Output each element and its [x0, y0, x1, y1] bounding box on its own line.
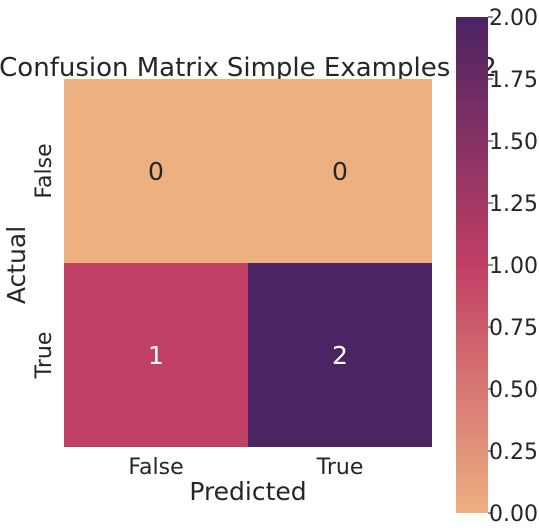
heatmap-cells — [64, 79, 432, 447]
colorbar-tick-label: 0.50 — [489, 378, 538, 403]
colorbar — [456, 17, 488, 513]
y-tick-label: True — [32, 332, 57, 380]
colorbar-tick-label: 1.25 — [489, 192, 538, 217]
heatmap-cell — [64, 79, 248, 263]
colorbar-tick-label: 0.75 — [489, 316, 538, 341]
heatmap-cell-labels: 0 0 1 2 — [148, 157, 348, 370]
heatmap-cell-value: 0 — [332, 157, 348, 186]
x-axis-label: Predicted — [189, 477, 306, 506]
colorbar-tick-labels: 0.00 0.25 0.50 0.75 1.00 1.25 1.50 1.75 2.00 — [488, 6, 538, 527]
colorbar-tick-label: 1.00 — [489, 254, 538, 279]
colorbar-tick-label: 1.75 — [489, 68, 538, 93]
y-tick-label: False — [32, 143, 57, 198]
heatmap-cell — [248, 263, 432, 447]
colorbar-tick-label: 0.25 — [489, 440, 538, 465]
heatmap-cell-value: 2 — [332, 341, 348, 370]
y-axis-tick-labels: False True — [32, 143, 57, 379]
x-tick-label: True — [316, 455, 364, 480]
y-axis-label: Actual — [2, 226, 31, 304]
x-tick-label: False — [128, 455, 183, 480]
heatmap-cell — [64, 263, 248, 447]
heatmap-cell-value: 0 — [148, 157, 164, 186]
colorbar-tick-label: 2.00 — [489, 6, 538, 31]
heatmap-cell-value: 1 — [148, 341, 164, 370]
chart-title: Confusion Matrix Simple Examples #2 — [0, 53, 497, 83]
x-axis-tick-labels: False True — [128, 455, 363, 480]
colorbar-tick-label: 0.00 — [489, 502, 538, 527]
heatmap-cell — [248, 79, 432, 263]
colorbar-tick-label: 1.50 — [489, 130, 538, 155]
